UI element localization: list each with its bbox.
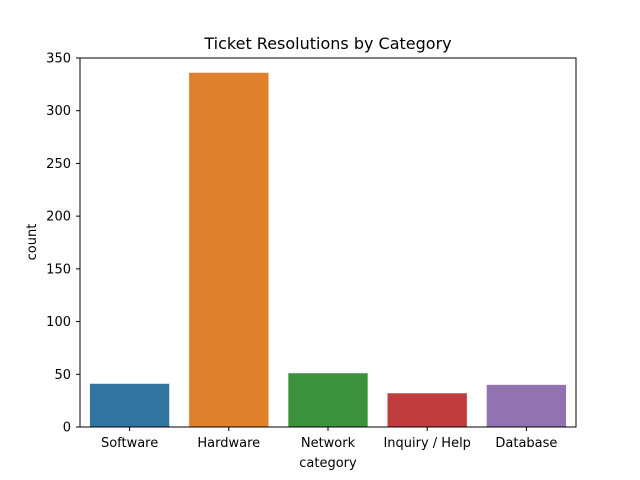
x-tick-label: Database (495, 436, 557, 451)
y-tick-label: 100 (46, 315, 71, 330)
bar-network (288, 373, 368, 427)
y-axis: 0 50 100 150 200 250 300 350 (46, 52, 80, 436)
bar-database (486, 384, 567, 427)
bar-inquiry-help (387, 393, 467, 427)
y-tick-label: 0 (63, 421, 71, 436)
y-tick-label: 50 (54, 368, 71, 383)
y-tick-label: 250 (46, 157, 71, 172)
x-axis-label: category (299, 456, 357, 471)
y-axis-label: count (25, 224, 40, 261)
y-tick-label: 350 (46, 52, 71, 67)
x-tick-label: Network (301, 436, 356, 451)
chart-title: Ticket Resolutions by Category (203, 34, 451, 53)
x-tick-label: Inquiry / Help (383, 436, 471, 451)
y-tick-label: 200 (46, 210, 71, 225)
bar-hardware (189, 72, 269, 427)
bar-software (89, 383, 170, 427)
bars-layer (89, 72, 567, 427)
x-axis: Software Hardware Network Inquiry / Help Dat… (101, 427, 557, 451)
y-tick-label: 300 (46, 104, 71, 119)
x-tick-label: Hardware (197, 436, 260, 451)
x-tick-label: Software (101, 436, 158, 451)
y-tick-label: 150 (46, 262, 71, 277)
plot-frame (79, 57, 577, 428)
